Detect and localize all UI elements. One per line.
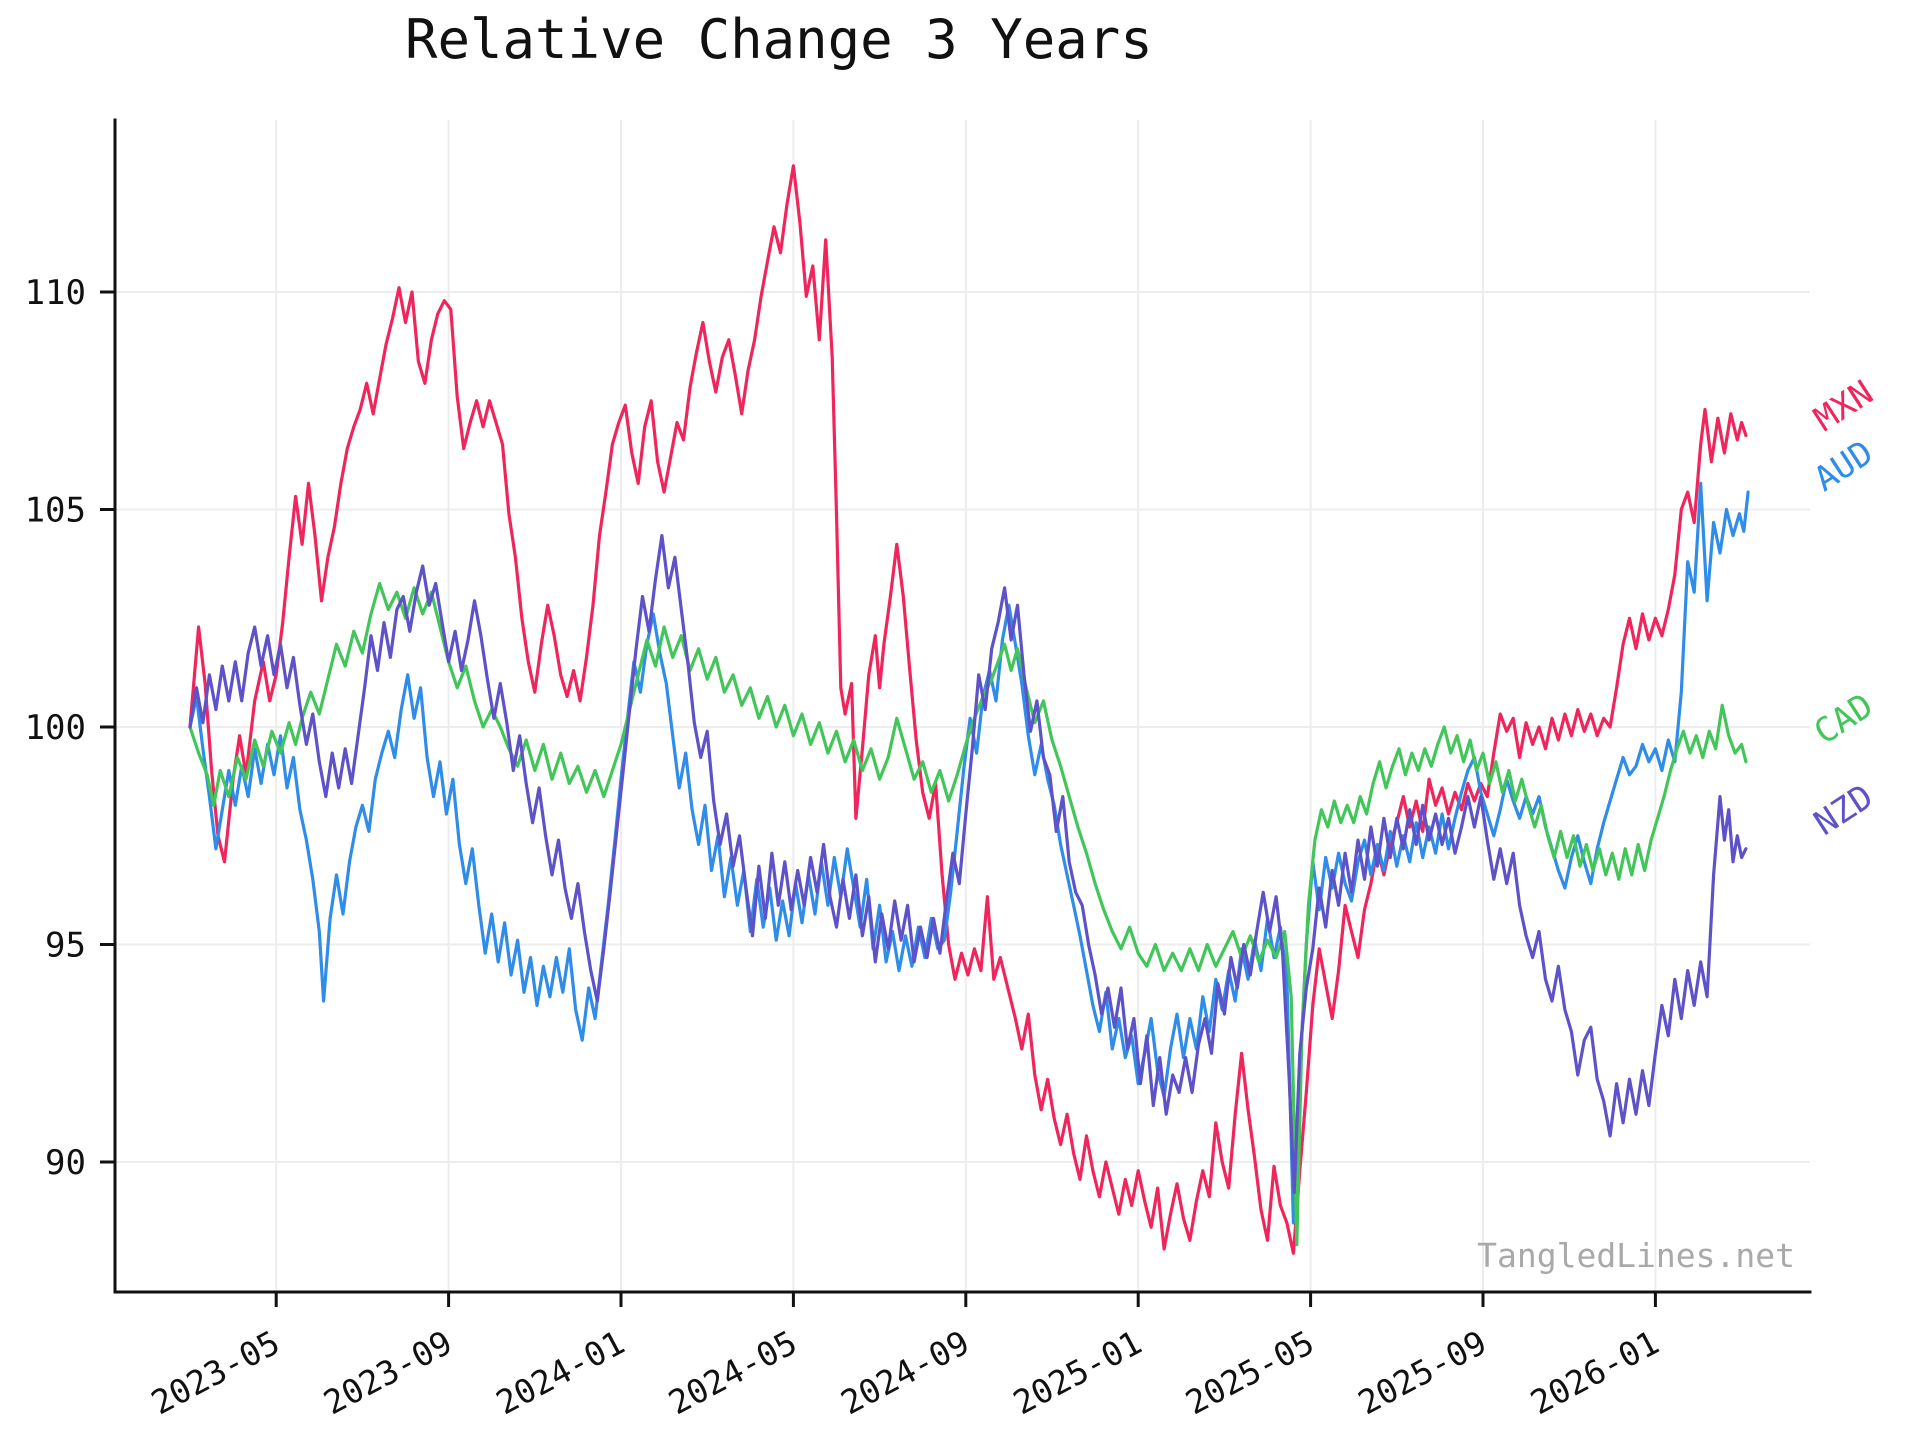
y-tick-label: 100 (25, 708, 86, 748)
gridlines (115, 120, 1810, 1292)
y-tick-label: 110 (25, 273, 86, 313)
chart-title: Relative Change 3 Years (405, 8, 1153, 71)
series-line-mxn (188, 164, 1748, 1255)
y-tick-label: 90 (45, 1143, 86, 1183)
series-line-nzd (188, 533, 1748, 1195)
x-tick-label: 2025-09 (1352, 1323, 1493, 1423)
y-tick-label: 105 (25, 491, 86, 531)
x-tick-label: 2025-05 (1179, 1323, 1320, 1423)
axis-ticks (100, 290, 1657, 1307)
watermark-text: TangledLines.net (1477, 1236, 1795, 1275)
x-tick-label: 2024-09 (834, 1323, 975, 1423)
x-tick-label: 2025-01 (1007, 1323, 1148, 1423)
x-tick-label: 2026-01 (1524, 1323, 1665, 1423)
x-tick-label: 2024-05 (662, 1323, 803, 1423)
series-line-cad (188, 581, 1748, 1247)
axes-spines (113, 118, 1812, 1294)
x-tick-label: 2023-09 (317, 1323, 458, 1423)
series-line-aud (188, 481, 1750, 1225)
x-tick-label: 2024-01 (490, 1323, 631, 1423)
y-tick-label: 95 (45, 926, 86, 966)
x-tick-label: 2023-05 (145, 1323, 286, 1423)
